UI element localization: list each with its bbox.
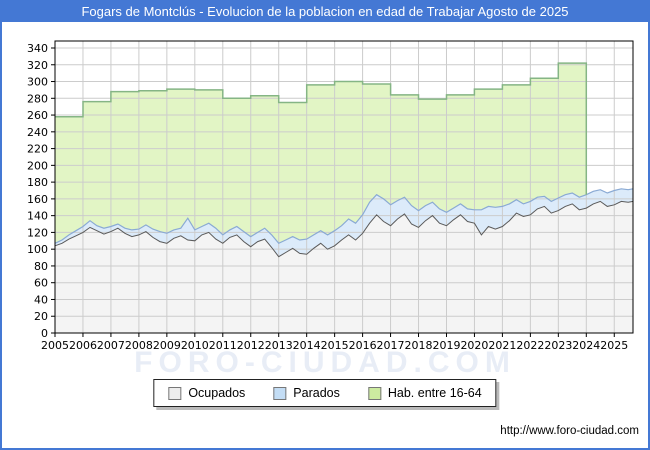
legend-item-parados: Parados	[273, 386, 340, 400]
svg-text:160: 160	[27, 193, 48, 206]
legend-label-hab-16-64: Hab. entre 16-64	[387, 386, 482, 400]
svg-text:40: 40	[34, 293, 48, 306]
svg-text:2020: 2020	[460, 339, 488, 352]
legend-label-parados: Parados	[293, 386, 340, 400]
svg-text:60: 60	[34, 277, 48, 290]
svg-text:2018: 2018	[405, 339, 433, 352]
svg-text:2006: 2006	[69, 339, 97, 352]
legend-swatch-ocupados	[168, 386, 182, 400]
svg-text:2022: 2022	[516, 339, 544, 352]
legend-item-hab-16-64: Hab. entre 16-64	[367, 386, 482, 400]
svg-text:2007: 2007	[97, 339, 125, 352]
legend-swatch-parados	[273, 386, 287, 400]
svg-text:2014: 2014	[293, 339, 321, 352]
svg-text:300: 300	[27, 76, 48, 89]
svg-text:120: 120	[27, 226, 48, 239]
svg-text:2016: 2016	[349, 339, 377, 352]
svg-text:2017: 2017	[377, 339, 405, 352]
svg-text:2009: 2009	[153, 339, 181, 352]
svg-text:20: 20	[34, 310, 48, 323]
svg-text:200: 200	[27, 159, 48, 172]
svg-text:140: 140	[27, 210, 48, 223]
svg-text:100: 100	[27, 243, 48, 256]
svg-text:2013: 2013	[265, 339, 293, 352]
svg-text:2005: 2005	[41, 339, 69, 352]
chart-title: Fogars de Montclús - Evolucion de la pob…	[2, 2, 648, 22]
svg-text:2025: 2025	[600, 339, 628, 352]
footer-url: http://www.foro-ciudad.com	[500, 425, 639, 437]
legend-swatch-hab-16-64	[367, 386, 381, 400]
svg-text:240: 240	[27, 126, 48, 139]
chart-legend: Ocupados Parados Hab. entre 16-64	[153, 379, 497, 407]
svg-text:2023: 2023	[544, 339, 572, 352]
svg-text:2011: 2011	[209, 339, 237, 352]
legend-item-ocupados: Ocupados	[168, 386, 245, 400]
svg-text:340: 340	[27, 42, 48, 55]
svg-text:2010: 2010	[181, 339, 209, 352]
svg-text:280: 280	[27, 92, 48, 105]
svg-text:2015: 2015	[321, 339, 349, 352]
svg-text:320: 320	[27, 59, 48, 72]
svg-text:180: 180	[27, 176, 48, 189]
svg-text:2012: 2012	[237, 339, 265, 352]
svg-text:2019: 2019	[432, 339, 460, 352]
svg-text:220: 220	[27, 143, 48, 156]
svg-text:2021: 2021	[488, 339, 516, 352]
legend-label-ocupados: Ocupados	[188, 386, 246, 400]
svg-text:2024: 2024	[572, 339, 600, 352]
svg-text:260: 260	[27, 109, 48, 122]
svg-text:2008: 2008	[125, 339, 153, 352]
svg-text:80: 80	[34, 260, 48, 273]
svg-text:0: 0	[41, 327, 48, 340]
